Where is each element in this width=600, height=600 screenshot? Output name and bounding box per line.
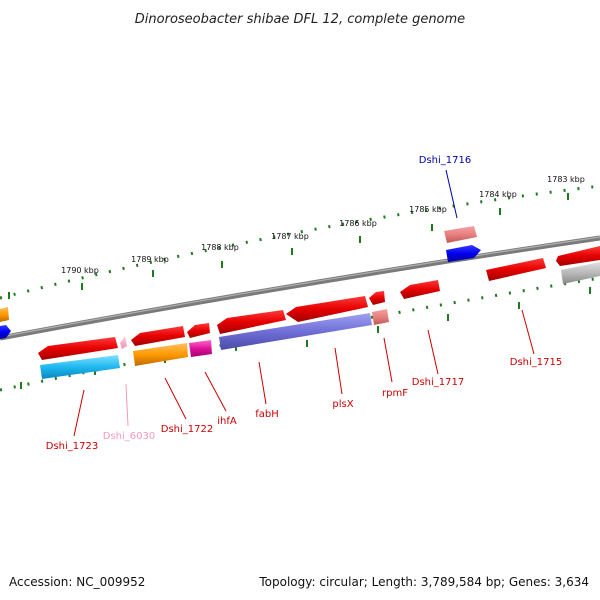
gene-label[interactable]: Dshi_1716 [419, 155, 471, 166]
outer-tick-ring [0, 184, 600, 300]
gene-label[interactable]: Dshi_1722 [161, 424, 213, 435]
tick-label: 1784 kbp [479, 190, 517, 199]
gene-label[interactable]: Dshi_1723 [46, 441, 98, 452]
gene-label[interactable]: Dshi_1715 [510, 357, 562, 368]
gene-arrow-blue[interactable] [446, 245, 481, 262]
gene-arrow-red[interactable] [131, 326, 185, 346]
tick-label: 1789 kbp [131, 255, 169, 264]
gene-arrow-pink[interactable] [120, 336, 127, 349]
gene-arrow-salmon[interactable] [372, 309, 389, 325]
gene-arrow-red[interactable] [369, 291, 385, 305]
label-leader-lines [73, 169, 535, 437]
gene-label[interactable]: fabH [255, 409, 279, 420]
gene-label[interactable]: plsX [332, 399, 353, 410]
gene-arrow-orange[interactable] [133, 343, 188, 366]
accession-text: Accession: NC_009952 [9, 575, 145, 589]
map-title: Dinoroseobacter shibae DFL 12, complete … [135, 12, 465, 27]
gene-arrow-red[interactable] [286, 296, 368, 322]
gene-label[interactable]: Dshi_6030 [103, 431, 155, 442]
gene-arrow-blue[interactable] [0, 325, 11, 339]
gene-labels: Dshi_1716 Dshi_1715 Dshi_1717 rpmF plsX … [46, 155, 562, 452]
outer-strand-genes [369, 226, 600, 325]
genome-backbone-highlight [0, 236, 600, 338]
tick-label: 1786 kbp [339, 219, 377, 228]
gene-arrow-red[interactable] [556, 246, 600, 266]
genome-backbone [0, 235, 600, 341]
tick-label: 1790 kbp [61, 266, 99, 275]
gene-arrow-magenta[interactable] [189, 340, 212, 357]
gene-arrow-cyan[interactable] [40, 355, 120, 379]
tick-label: 1785 kbp [409, 205, 447, 214]
gene-label[interactable]: Dshi_1717 [412, 377, 464, 388]
inner-major-ticks [20, 287, 591, 389]
gene-arrow-red[interactable] [38, 337, 118, 360]
gene-arrow-purple[interactable] [219, 313, 372, 350]
tick-label: 1783 kbp [547, 175, 585, 184]
tick-label: 1787 kbp [271, 232, 309, 241]
gene-arrow-orange[interactable] [0, 307, 9, 322]
gene-arrow-red[interactable] [217, 310, 286, 334]
gene-arrow-salmon[interactable] [444, 226, 477, 243]
inner-strand-genes [0, 296, 372, 379]
tick-labels: 1790 kbp 1789 kbp 1788 kbp 1787 kbp 1786… [61, 175, 585, 275]
gene-arrow-grey[interactable] [561, 262, 600, 284]
gene-arrow-red[interactable] [187, 323, 210, 338]
gene-arrow-red[interactable] [400, 280, 440, 299]
topology-text: Topology: circular; Length: 3,789,584 bp… [258, 575, 589, 589]
outer-major-ticks [8, 193, 569, 299]
gene-label[interactable]: ihfA [217, 416, 237, 427]
gene-label[interactable]: rpmF [382, 388, 408, 399]
tick-label: 1788 kbp [201, 243, 239, 252]
gene-arrow-red[interactable] [486, 258, 546, 281]
